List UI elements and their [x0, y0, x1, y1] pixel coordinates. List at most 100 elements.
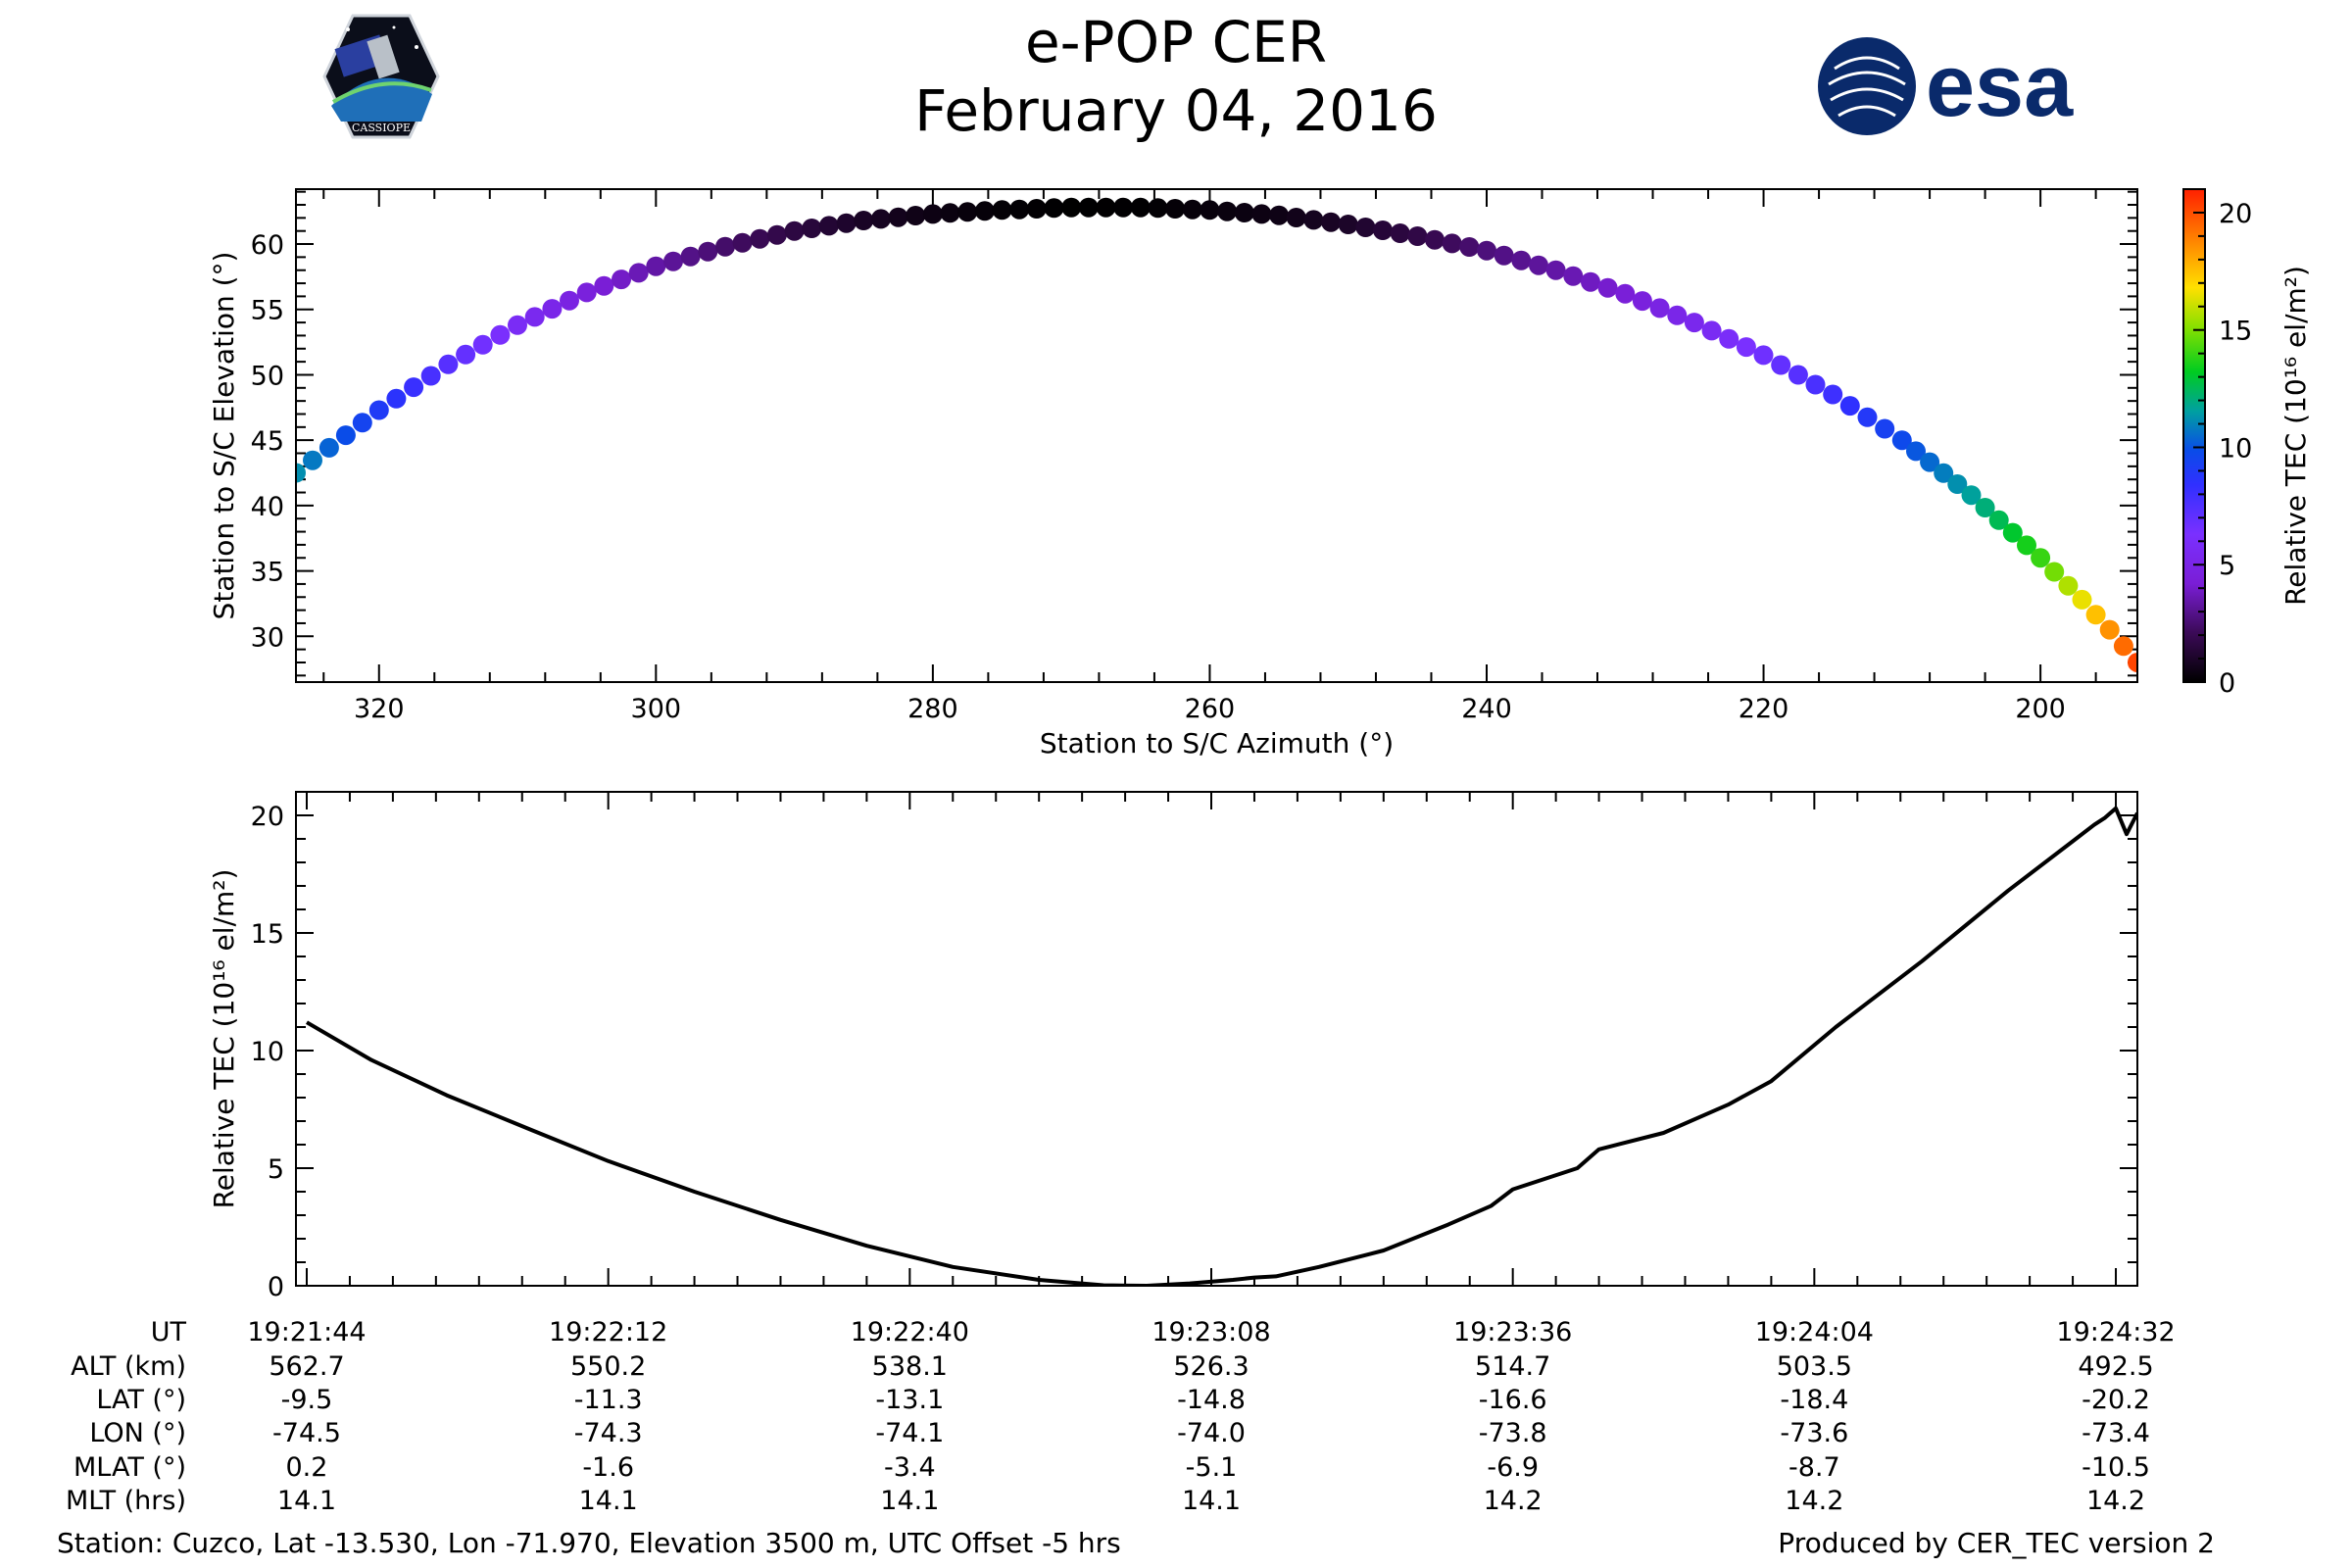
scatter-point	[1719, 328, 1740, 349]
x-tick-label: 280	[907, 694, 958, 724]
scatter-point	[542, 299, 563, 319]
scatter-point	[1947, 474, 1968, 494]
table-cell: -11.3	[574, 1385, 643, 1415]
scatter-point	[1875, 418, 1895, 439]
scatter-point	[1355, 218, 1376, 237]
colorbar-tick-label: 5	[2219, 551, 2235, 581]
scatter-point	[420, 366, 441, 386]
page-title: e-POP CER	[1024, 9, 1328, 75]
table-row-label: MLT (hrs)	[66, 1486, 186, 1516]
table-cell: 19:23:36	[1453, 1317, 1572, 1348]
table-cell: 562.7	[269, 1351, 344, 1382]
table-cell: 19:22:12	[549, 1317, 667, 1348]
table-row-label: LAT (°)	[96, 1385, 186, 1415]
scatter-point	[472, 334, 493, 355]
line-plot: 0 5 10 15 20 Relative TEC (10¹⁶ el/m²)	[208, 791, 2138, 1302]
scatter-point	[1061, 197, 1082, 218]
scatter-point	[1026, 199, 1047, 219]
scatter-point	[1044, 198, 1064, 219]
scatter-point	[940, 203, 960, 223]
colorbar-gradient	[2182, 188, 2206, 683]
table-cell: 538.1	[872, 1351, 948, 1382]
scatter-point	[368, 400, 389, 420]
scatter-point	[1407, 226, 1428, 246]
scatter-point	[1632, 291, 1652, 312]
table-cell: 503.5	[1777, 1351, 1852, 1382]
scatter-point	[335, 425, 356, 446]
y-tick-label: 40	[251, 492, 284, 522]
scatter-point	[1988, 510, 2009, 530]
scatter-point	[2085, 605, 2106, 625]
scatter-points	[296, 197, 2137, 672]
scatter-point	[974, 201, 995, 221]
scatter-point	[296, 463, 306, 483]
top-plot-frame	[295, 188, 2138, 683]
cassiope-logo-icon: CASSIOPE	[322, 14, 440, 139]
scatter-point	[818, 216, 839, 236]
scatter-point	[1823, 384, 1843, 405]
scatter-point	[1649, 298, 1670, 318]
scatter-plot: 320 300 280 260 240 220 200 30 35 40 45 50 55 60 Stati…	[208, 188, 2138, 760]
scatter-point	[1477, 240, 1496, 261]
table-cell: -9.5	[281, 1385, 333, 1415]
scatter-point	[2031, 548, 2051, 568]
scatter-point	[854, 211, 874, 230]
scatter-point	[2072, 589, 2092, 610]
scatter-point	[1961, 485, 1982, 506]
scatter-point	[1251, 204, 1272, 224]
scatter-point	[560, 290, 579, 311]
table-cell: 19:24:04	[1755, 1317, 1874, 1348]
scatter-point	[576, 282, 597, 303]
scatter-point	[1286, 208, 1306, 227]
table-cell: 550.2	[570, 1351, 646, 1382]
scatter-point	[1269, 205, 1290, 225]
x-tick-label: 200	[2015, 694, 2066, 724]
y-axis-label: Relative TEC (10¹⁶ el/m²)	[208, 869, 240, 1209]
scatter-point	[1338, 215, 1358, 234]
scatter-point	[1217, 201, 1238, 221]
scatter-point	[2128, 652, 2137, 672]
scatter-point	[784, 220, 805, 241]
colorbar-label: Relative TEC (10¹⁶ el/m²)	[2279, 266, 2312, 606]
scatter-point	[628, 263, 649, 283]
y-tick-label: 35	[251, 558, 284, 588]
scatter-point	[870, 209, 891, 229]
table-cell: 492.5	[2078, 1351, 2153, 1382]
scatter-point	[1165, 199, 1186, 219]
scatter-point	[698, 241, 718, 262]
table-cell: 19:22:40	[851, 1317, 969, 1348]
colorbar: 0 5 10 15 20 Relative TEC (10¹⁶ el/m²)	[2182, 188, 2312, 699]
scatter-point	[524, 307, 545, 327]
scatter-point	[957, 202, 978, 222]
table-cell: -13.1	[875, 1385, 944, 1415]
y-tick-label: 5	[268, 1154, 284, 1185]
scatter-point	[1511, 250, 1532, 270]
scatter-point	[594, 275, 614, 296]
scatter-point	[1148, 198, 1168, 219]
scatter-point	[1906, 441, 1926, 462]
scatter-point	[1390, 223, 1410, 243]
scatter-point	[1494, 245, 1514, 266]
scatter-point	[1182, 199, 1202, 220]
table-cell: 14.1	[277, 1486, 336, 1516]
scatter-point	[663, 251, 683, 271]
y-tick-label: 50	[251, 361, 284, 391]
scatter-point	[1459, 237, 1480, 257]
scatter-point	[1975, 498, 1995, 517]
y-tick-label: 45	[251, 426, 284, 457]
table-cell: 19:23:08	[1152, 1317, 1270, 1348]
scatter-point	[2002, 522, 2023, 543]
table-cell: -6.9	[1487, 1452, 1539, 1483]
scatter-point	[732, 232, 753, 253]
x-tick-label: 300	[631, 694, 682, 724]
table-cell: 19:21:44	[247, 1317, 366, 1348]
table-cell: -5.1	[1186, 1452, 1238, 1483]
scatter-point	[1425, 229, 1445, 250]
table-cell: -73.4	[2082, 1418, 2150, 1448]
produced-by: Produced by CER_TEC version 2	[1778, 1527, 2215, 1559]
scatter-point	[750, 228, 770, 249]
scatter-point	[1009, 199, 1030, 220]
scatter-point	[1788, 365, 1808, 385]
scatter-point	[386, 388, 407, 409]
